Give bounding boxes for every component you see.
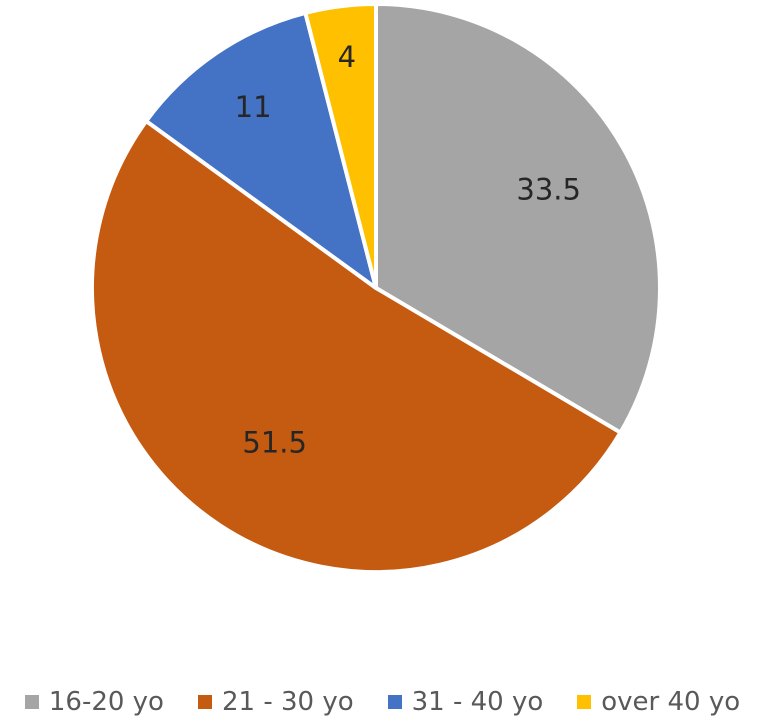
legend-label: 16-20 yo [48, 687, 164, 717]
legend-item-over-40-yo: over 40 yo [577, 687, 740, 717]
data-label-31-40-yo: 11 [235, 90, 272, 124]
legend: 16-20 yo 21 - 30 yo 31 - 40 yo over 40 yo [0, 684, 765, 720]
legend-item-21-30-yo: 21 - 30 yo [197, 687, 354, 717]
data-label-16-20-yo: 33.5 [516, 173, 581, 207]
pie-slice-31-40-yo [144, 10, 378, 290]
data-label-21-30-yo: 51.5 [242, 425, 307, 459]
pie-slices [90, 2, 662, 574]
data-label-over-40-yo: 4 [338, 40, 356, 74]
legend-label: 31 - 40 yo [411, 687, 544, 717]
legend-swatch-icon [197, 695, 212, 709]
pie-chart: 33.5 51.5 11 4 [90, 2, 662, 574]
pie-slice-21-30-yo [90, 119, 623, 574]
legend-label: over 40 yo [601, 687, 741, 717]
pie-data-labels: 33.5 51.5 11 4 [235, 40, 581, 459]
legend-swatch-icon [577, 695, 592, 709]
legend-item-31-40-yo: 31 - 40 yo [387, 687, 544, 717]
pie-slice-16-20-yo [374, 2, 662, 435]
legend-swatch-icon [387, 695, 402, 709]
legend-label: 21 - 30 yo [221, 687, 354, 717]
legend-swatch-icon [24, 695, 39, 709]
pie-slice-over-40-yo [303, 2, 378, 290]
legend-item-16-20-yo: 16-20 yo [24, 687, 164, 717]
